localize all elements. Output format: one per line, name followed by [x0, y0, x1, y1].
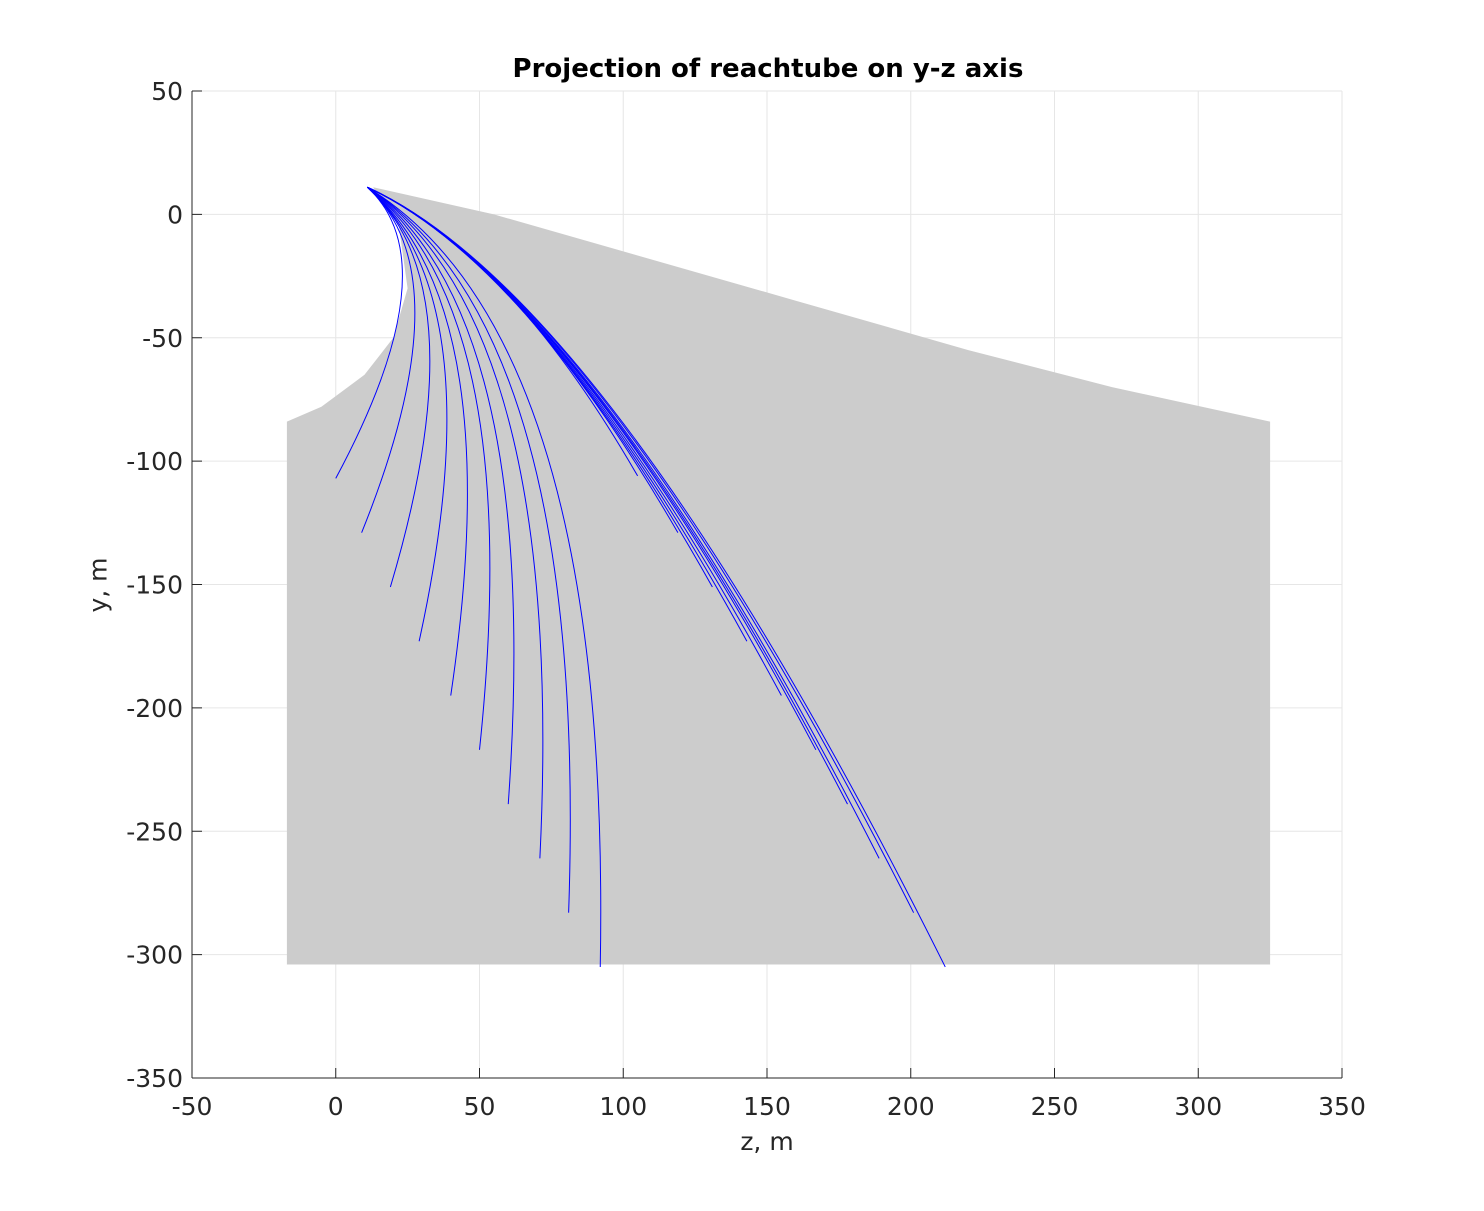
x-axis-label: z, m [740, 1127, 794, 1156]
y-tick-label: -200 [126, 694, 183, 723]
y-tick-label: -350 [126, 1064, 183, 1093]
trajectory-line-7 [367, 186, 515, 805]
x-tick-label: 150 [743, 1092, 791, 1121]
trajectory-line-8 [367, 186, 544, 859]
tick-labels: -50 0 50 100 150 200 250 300 350 50 0 -50 -100 -150 -2… [126, 77, 1366, 1121]
trajectory-line-6 [367, 186, 491, 750]
x-tick-label: 350 [1318, 1092, 1366, 1121]
x-tick-label: 200 [887, 1092, 935, 1121]
y-axis-label: y, m [83, 557, 113, 613]
x-tick-label: 50 [464, 1092, 496, 1121]
x-tick-label: 0 [328, 1092, 344, 1121]
trajectory-line-2 [361, 186, 416, 533]
y-tick-label: -50 [142, 324, 183, 353]
trajectory-line-3 [367, 186, 431, 588]
chart-title: Projection of reachtube on y-z axis [512, 54, 1024, 84]
y-tick-label: -300 [126, 941, 183, 970]
trajectory-line-9 [367, 186, 571, 913]
trajectory-line-4 [367, 186, 448, 642]
x-tick-label: -50 [172, 1092, 213, 1121]
y-tick-label: -100 [126, 447, 183, 476]
x-tick-label: 300 [1174, 1092, 1222, 1121]
reachtube-area [286, 187, 1271, 965]
trajectory-curves [335, 186, 946, 968]
trajectory-line-10 [367, 186, 602, 967]
reachtube-region [286, 187, 1271, 965]
x-tick-label: 250 [1031, 1092, 1079, 1121]
y-tick-label: 0 [167, 200, 183, 229]
x-tick-label: 100 [599, 1092, 647, 1121]
y-tick-label: 50 [151, 77, 183, 106]
y-tick-label: -150 [126, 571, 183, 600]
trajectory-line-20 [367, 186, 946, 968]
trajectory-line-5 [367, 186, 468, 696]
y-tick-label: -250 [126, 817, 183, 846]
trajectory-line-1 [335, 186, 403, 479]
axes-frame [191, 90, 1343, 1079]
